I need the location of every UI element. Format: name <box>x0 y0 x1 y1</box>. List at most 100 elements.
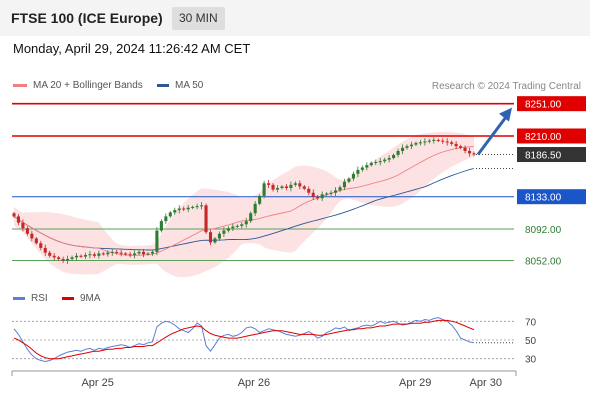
candle-body <box>284 186 288 189</box>
candle-body <box>137 251 141 254</box>
candle-body <box>280 186 284 189</box>
candle-body <box>146 253 150 255</box>
candle-body <box>159 221 163 231</box>
candle-body <box>334 190 338 193</box>
candle-body <box>231 226 235 229</box>
candle-body <box>21 222 25 229</box>
level-tag-8133.00 <box>517 189 586 205</box>
candle-body <box>414 143 418 145</box>
legend-ma20-label: MA 20 + Bollinger Bands <box>33 80 143 91</box>
candle-body <box>191 206 195 208</box>
level-label-8092.00: 8092.00 <box>525 225 562 236</box>
candle-body <box>454 143 458 147</box>
candle-body <box>325 193 329 195</box>
candle-body <box>186 207 190 210</box>
candle-body <box>467 150 472 154</box>
bollinger-band <box>14 131 474 278</box>
candle-body <box>351 173 355 179</box>
datetime-stamp: Monday, April 29, 2024 11:26:42 AM CET <box>13 41 251 56</box>
legend-9ma-label: 9MA <box>80 293 101 304</box>
candle-body <box>409 144 414 147</box>
axis-layer: Apr 25 Apr 26 Apr 29 Apr 30 <box>11 370 517 389</box>
candle-body <box>30 233 34 239</box>
candle-body <box>70 257 74 259</box>
candle-body <box>133 253 137 256</box>
rsi-9ma-line <box>13 319 475 360</box>
x-tick-Apr-29: Apr 29 <box>399 377 431 389</box>
forecast-arrow-head <box>499 107 512 122</box>
candle-body <box>400 147 405 151</box>
candle-body <box>119 252 123 254</box>
candle-body <box>34 238 38 244</box>
rsi-line <box>13 317 475 363</box>
candle-body <box>128 254 132 256</box>
forecast-arrow-shaft <box>476 114 509 156</box>
candle-body <box>150 251 154 254</box>
candle-body <box>249 213 253 222</box>
candle-body <box>307 188 311 193</box>
candle-body <box>25 228 29 234</box>
candle-body <box>253 203 257 214</box>
candle-body <box>204 205 208 233</box>
candle-body <box>43 247 47 253</box>
candle-body <box>405 146 409 148</box>
candle-body <box>12 213 16 217</box>
candle-body <box>240 224 244 226</box>
candle-body <box>177 208 181 211</box>
candle-body <box>110 251 114 253</box>
timeframe-badge[interactable]: 30 MIN <box>172 7 225 30</box>
candle-body <box>48 252 52 256</box>
rsi-axis-label-50: 50 <box>525 336 537 347</box>
candle-body <box>88 254 92 256</box>
candle-body <box>52 255 56 258</box>
candle-body <box>445 141 449 143</box>
candle-body <box>289 184 293 189</box>
level-tag-8210.00 <box>517 128 586 144</box>
candle-body <box>347 178 351 182</box>
candle-body <box>115 251 119 253</box>
bollinger-layer <box>14 131 474 278</box>
candle-body <box>450 142 454 144</box>
candle-body <box>329 192 333 194</box>
candle-body <box>262 183 266 196</box>
level-label-8251.00: 8251.00 <box>525 100 562 111</box>
candle-body <box>298 183 302 187</box>
candle-body <box>472 153 476 155</box>
candle-body <box>226 228 230 231</box>
candle-body <box>200 205 204 207</box>
candle-body <box>267 183 271 185</box>
candle-body <box>16 216 21 223</box>
candle-body <box>369 162 373 166</box>
last-price-tag <box>517 147 586 163</box>
candle-body <box>244 221 248 225</box>
ma9-swatch <box>62 297 74 300</box>
candle-body <box>432 139 436 141</box>
candle-body <box>124 253 128 255</box>
candle-body <box>365 165 369 168</box>
last-price-label: 8186.50 <box>525 151 562 162</box>
candle-body <box>61 258 65 261</box>
x-tick-Apr-25: Apr 25 <box>81 377 113 389</box>
candle-body <box>441 140 445 142</box>
candle-body <box>57 257 61 259</box>
chart-header: FTSE 100 (ICE Europe) 30 MIN <box>0 0 590 36</box>
candle-body <box>66 258 70 261</box>
candle-body <box>101 253 105 255</box>
candle-body <box>378 161 382 163</box>
candle-body <box>97 253 101 256</box>
rsi-layer: 70 50 30 <box>12 317 537 366</box>
candle-body <box>195 206 199 208</box>
candle-body <box>213 238 217 243</box>
candle-body <box>208 232 213 243</box>
legend-ma50: MA 50 <box>157 80 203 91</box>
candle-body <box>182 208 186 210</box>
level-label-8133.00: 8133.00 <box>525 193 562 204</box>
candle-body <box>83 255 88 257</box>
candles-layer <box>12 137 476 264</box>
candle-body <box>141 251 146 255</box>
candle-body <box>459 146 463 148</box>
rsi-axis-label-30: 30 <box>525 355 537 366</box>
candle-body <box>311 192 315 197</box>
candle-body <box>374 162 378 164</box>
